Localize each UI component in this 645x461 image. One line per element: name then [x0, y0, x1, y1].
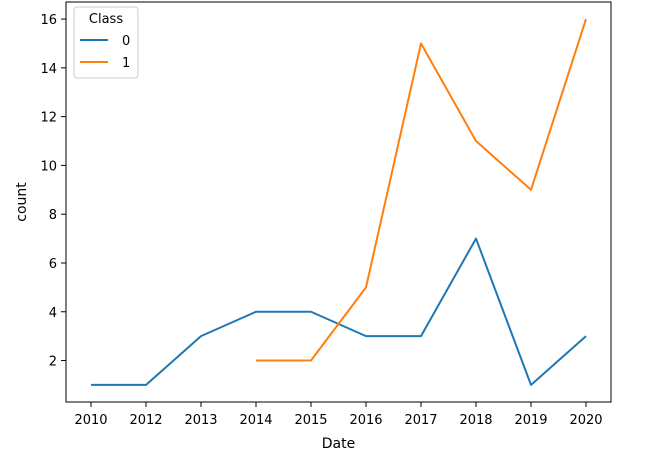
x-tick-label: 2010	[74, 413, 107, 428]
y-tick-label: 4	[49, 306, 57, 321]
legend-items: 01	[80, 34, 130, 71]
x-axis-label: Date	[322, 436, 355, 452]
series-line-0	[91, 237, 587, 386]
x-tick-label: 2017	[404, 413, 437, 428]
x-axis: 2010 2012 2013 2014 2015 2016 2017 2018 2019 2020	[74, 402, 603, 428]
x-tick-label: 2020	[569, 413, 602, 428]
legend: Class 01	[73, 6, 139, 79]
plot-area	[65, 1, 612, 403]
x-tick-label: 2016	[349, 413, 382, 428]
x-tick-label: 2014	[239, 413, 272, 428]
x-tick-label: 2013	[184, 413, 217, 428]
x-tick-label: 2015	[294, 413, 327, 428]
x-tick-label: 2012	[129, 413, 162, 428]
y-tick-label: 16	[40, 13, 57, 28]
legend-box	[73, 6, 139, 79]
y-tick-label: 2	[49, 355, 57, 370]
legend-title: Class	[89, 12, 123, 27]
legend-label: 0	[122, 34, 130, 49]
y-tick-label: 12	[40, 111, 57, 126]
y-tick-label: 10	[40, 159, 57, 174]
legend-label: 1	[122, 56, 130, 71]
x-tick-label: 2018	[459, 413, 492, 428]
y-tick-label: 8	[49, 208, 57, 223]
y-tick-label: 6	[49, 257, 57, 272]
y-tick-label: 14	[40, 62, 57, 77]
series-line-1	[256, 18, 587, 362]
series-layer	[91, 18, 587, 386]
y-axis-label: count	[14, 182, 30, 222]
y-axis: 2 4 6 8 10 12 14 16	[40, 13, 66, 370]
x-tick-label: 2019	[514, 413, 547, 428]
